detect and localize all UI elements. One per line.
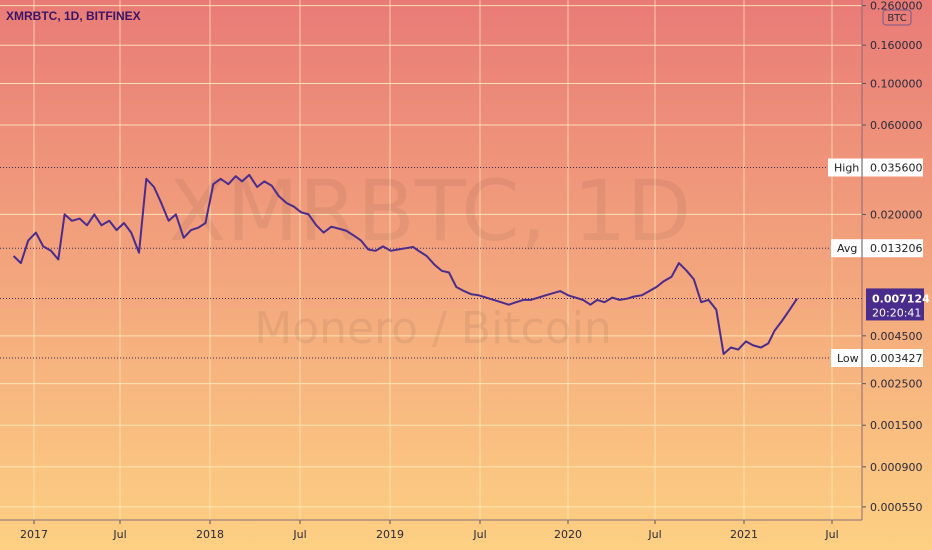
x-tick-label-9: Jul bbox=[824, 528, 838, 541]
low-label-box: Low 0.003427 bbox=[831, 349, 923, 367]
y-tick-label-12: 0.000900 bbox=[870, 461, 923, 474]
y-tick-label-13: 0.000550 bbox=[870, 501, 923, 514]
bar-countdown: 20:20:41 bbox=[872, 306, 921, 319]
y-tick-label-8: 0.004500 bbox=[870, 330, 923, 343]
watermark-pair: Monero / Bitcoin bbox=[254, 303, 612, 354]
x-tick-label-7: Jul bbox=[647, 528, 661, 541]
y-axis[interactable]: 0.260000 0.160000 0.100000 0.060000 0.020000… bbox=[861, 0, 923, 520]
x-tick-label-1: Jul bbox=[112, 528, 126, 541]
y-tick-label-1: 0.160000 bbox=[870, 39, 923, 52]
watermark-symbol: XMRBTC, 1D bbox=[169, 162, 692, 260]
y-tick-label-11: 0.001500 bbox=[870, 419, 923, 432]
x-tick-label-3: Jul bbox=[292, 528, 306, 541]
x-tick-label-0: 2017 bbox=[20, 528, 48, 541]
price-series-line bbox=[12, 173, 798, 355]
avg-label: Avg bbox=[837, 242, 857, 255]
y-tick-label-10: 0.002500 bbox=[870, 378, 923, 391]
y-tick-label-0: 0.260000 bbox=[870, 0, 923, 13]
x-tick-label-5: Jul bbox=[472, 528, 486, 541]
low-label: Low bbox=[837, 352, 859, 365]
x-tick-label-2: 2018 bbox=[196, 528, 224, 541]
grid-layer bbox=[0, 0, 862, 520]
y-tick-label-3: 0.060000 bbox=[870, 119, 923, 132]
high-value: 0.035600 bbox=[870, 162, 923, 175]
last-price-value: 0.007124 bbox=[872, 292, 930, 305]
low-value: 0.003427 bbox=[870, 352, 923, 365]
avg-value: 0.013206 bbox=[870, 242, 923, 255]
symbol-title: XMRBTC, 1D, BITFINEX bbox=[6, 9, 141, 23]
high-label: High bbox=[834, 162, 859, 175]
x-tick-label-8: 2021 bbox=[730, 528, 758, 541]
y-tick-label-2: 0.100000 bbox=[870, 77, 923, 90]
avg-label-box: Avg 0.013206 bbox=[831, 239, 923, 258]
y-tick-label-5: 0.020000 bbox=[870, 208, 923, 221]
currency-unit-label: BTC bbox=[887, 13, 906, 24]
x-axis[interactable]: 2017 Jul 2018 Jul 2019 Jul 2020 Jul 2021 Jul bbox=[0, 519, 862, 541]
last-price-tag: 0.007124 20:20:41 bbox=[866, 288, 930, 321]
x-tick-label-6: 2020 bbox=[554, 528, 582, 541]
currency-unit-badge[interactable]: BTC bbox=[882, 9, 912, 26]
high-label-box: High 0.035600 bbox=[828, 158, 923, 177]
x-tick-label-4: 2019 bbox=[376, 528, 404, 541]
